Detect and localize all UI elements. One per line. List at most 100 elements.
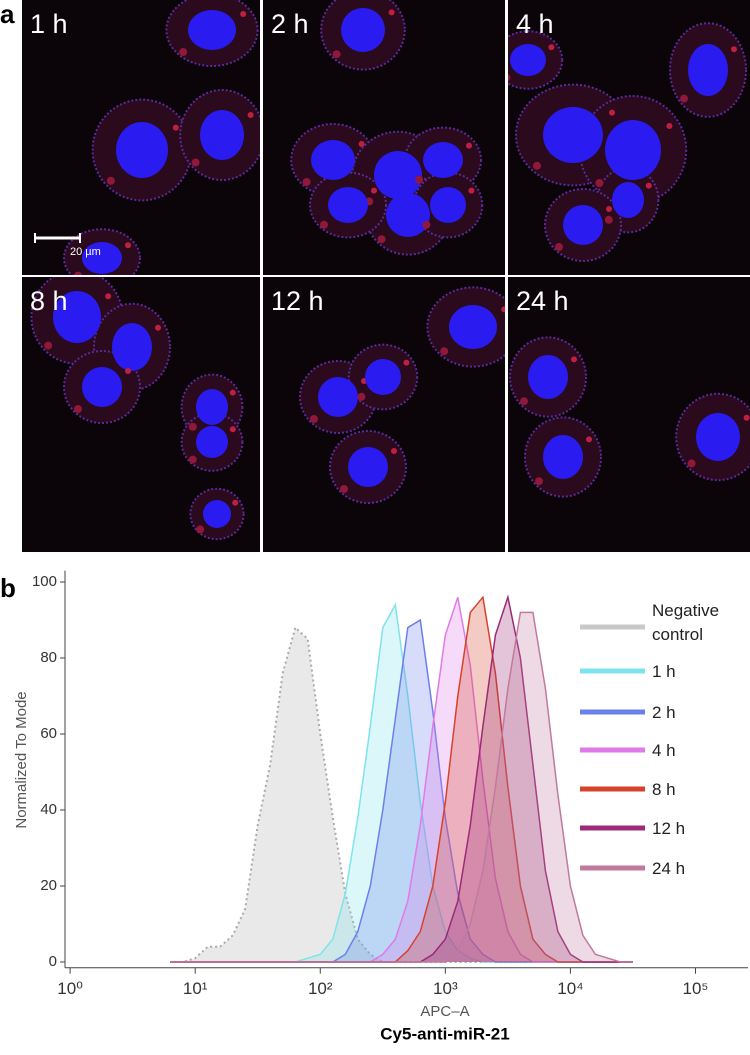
legend-entry: 24 h: [652, 859, 685, 878]
vesicle: [388, 9, 395, 16]
nucleus: [112, 323, 152, 371]
legend-entry: 12 h: [652, 819, 686, 838]
vesicle: [377, 235, 386, 244]
x-tick-label: 10³: [433, 979, 458, 998]
vesicle: [595, 179, 604, 187]
nucleus: [116, 122, 168, 178]
y-tick-label: 20: [40, 877, 57, 894]
nucleus: [543, 107, 603, 163]
vesicle: [358, 141, 365, 147]
nucleus: [688, 44, 728, 96]
vesicle: [548, 44, 555, 51]
vesicle: [125, 242, 131, 249]
vesicle: [533, 161, 541, 170]
vesicle: [340, 485, 348, 493]
x-tick-label: 10⁵: [682, 979, 708, 998]
vesicle: [179, 48, 188, 56]
vesicle: [240, 11, 247, 17]
nucleus: [203, 500, 231, 528]
nucleus: [696, 413, 740, 461]
nucleus: [53, 291, 101, 343]
x-axis-title: Cy5-anti-miR-21: [380, 1024, 509, 1043]
nucleus: [200, 110, 244, 160]
nucleus: [563, 205, 603, 245]
vesicle: [609, 109, 615, 116]
panel-label: a: [0, 0, 15, 29]
nucleus: [386, 193, 430, 237]
vesicle: [440, 347, 449, 356]
legend-label: Negative control: [652, 601, 720, 644]
panel-label: b: [0, 573, 16, 603]
vesicle: [371, 187, 377, 194]
vesicle: [555, 243, 563, 251]
cells: [30, 277, 245, 541]
legend-label: 8 h: [652, 780, 676, 799]
vesicle: [666, 123, 673, 129]
legend-label: 4 h: [652, 741, 676, 760]
nucleus: [341, 8, 385, 52]
vesicle: [687, 459, 696, 468]
vesicle: [731, 46, 737, 53]
vesicle: [105, 293, 112, 300]
y-tick-label: 0: [49, 953, 57, 970]
vesicle: [125, 368, 131, 374]
histogram-line: [170, 611, 633, 963]
histogram-area: [170, 620, 633, 962]
y-tick-label: 40: [40, 801, 57, 818]
vesicle: [247, 112, 254, 118]
vesicle: [332, 50, 341, 59]
x-tick-label: 10⁰: [57, 979, 83, 998]
vesicle: [302, 178, 311, 186]
nucleus: [449, 305, 497, 349]
vesicle: [501, 306, 505, 313]
vesicle: [743, 414, 750, 421]
y-tick-label: 80: [40, 649, 57, 666]
nucleus: [196, 389, 228, 425]
legend-entry: 1 h: [652, 662, 676, 681]
nucleus: [196, 426, 228, 458]
panel-time: 4 h: [516, 9, 554, 39]
vesicle: [310, 415, 318, 423]
vesicle: [229, 389, 236, 396]
vesicle: [571, 356, 577, 363]
y-axis-label: Normalized To Mode: [13, 691, 30, 828]
histogram-area: [170, 604, 633, 962]
scale-label: 20 µm: [70, 246, 101, 258]
vesicle: [188, 455, 197, 464]
x-tick-label: 10²: [308, 979, 333, 998]
cells: [290, 0, 484, 256]
nucleus: [82, 242, 122, 274]
vesicle: [106, 176, 115, 185]
vesicle: [508, 73, 511, 82]
vesicle: [229, 426, 236, 433]
legend-entry: Negative control: [652, 601, 720, 644]
panel-time: 12 h: [271, 286, 324, 316]
nucleus: [365, 359, 401, 395]
legend-entry: 2 h: [652, 703, 676, 722]
nucleus: [423, 142, 463, 178]
y-tick-label: 100: [32, 573, 57, 590]
panel-time: 1 h: [30, 9, 68, 39]
histogram-area: [170, 612, 633, 962]
vesicle: [320, 220, 328, 229]
cells: [63, 0, 260, 275]
nucleus: [311, 140, 355, 180]
vesicle: [74, 271, 82, 275]
histogram-area: [170, 627, 633, 962]
vesicle: [422, 220, 431, 229]
vesicle: [415, 175, 423, 184]
panel-time: 8 h: [30, 286, 68, 316]
histogram-area: [170, 597, 633, 962]
histogram-area: [170, 597, 633, 962]
vesicle: [586, 436, 592, 443]
nucleus: [510, 44, 546, 76]
nucleus: [188, 10, 236, 50]
cells: [509, 336, 750, 498]
cells: [508, 22, 747, 262]
nucleus: [348, 447, 388, 487]
nucleus: [82, 367, 122, 407]
legend-label: 12 h: [652, 819, 686, 838]
legend-entry: 8 h: [652, 780, 676, 799]
nucleus: [528, 355, 568, 399]
